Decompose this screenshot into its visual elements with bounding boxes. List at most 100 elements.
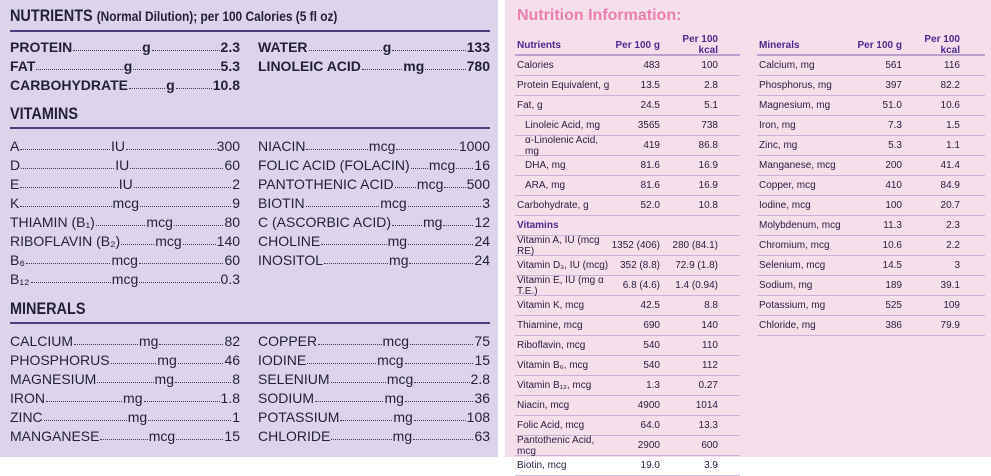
dot-leader [175, 382, 232, 383]
nutrient-name: FOLIC ACID (FOLACIN) [258, 157, 410, 173]
nutrient-name: IODINE [258, 352, 307, 368]
nutrient-unit: IU [111, 138, 125, 154]
nutrient-unit: mcg [155, 233, 182, 249]
nutrient-unit: mg [423, 214, 443, 230]
nutrient-value: 75 [474, 333, 490, 349]
per-100kcal-value: 1.5 [946, 120, 960, 131]
nutrient-unit: mg [139, 333, 159, 349]
row-label: Vitamin E, IU (mg α T.E.) [517, 274, 604, 297]
dot-leader [425, 69, 466, 70]
minerals-col1: CALCIUM mg 82 PHOSPHORUS mg 46 MAGNESIUM mg 8 IRO… [10, 330, 240, 444]
table-row: Vitamin B₁₂, mcg 1.3 0.27 [515, 376, 740, 396]
table-row: Fat, g 24.5 5.1 [515, 96, 740, 116]
nutrient-unit: mcg [368, 138, 396, 154]
table-row: Calcium, mg 561 116 [757, 56, 985, 76]
per-100kcal-value: 82.2 [940, 80, 960, 91]
table-row: Niacin, mcg 4900 1014 [515, 396, 740, 416]
nutrient-name: IRON [10, 390, 45, 406]
nutrient-unit: mcg [380, 195, 407, 211]
per-100g-value: 483 [643, 60, 660, 71]
nutrient-name: RIBOFLAVIN (B₂) [10, 233, 121, 249]
per-100kcal-value: 16.9 [698, 180, 718, 191]
dot-leader [133, 187, 232, 188]
nutrient-value: 8 [232, 371, 240, 387]
table-row: ARA, mg 81.6 16.9 [515, 176, 740, 196]
dot-leader [74, 344, 138, 345]
nutrient-name: CHLORIDE [258, 428, 331, 444]
nutrients-title: NUTRIENTS [10, 6, 93, 25]
per-100kcal-value: Per 100 kcal [924, 34, 960, 56]
nutrient-name: INOSITOL [258, 252, 324, 268]
row-label: Potassium, mg [759, 300, 826, 311]
nutrient-row: IODINE mcg 15 [258, 349, 490, 368]
nutrient-name: A [10, 138, 20, 154]
nutrient-name: CALCIUM [10, 333, 74, 349]
dot-leader [21, 168, 115, 169]
nutrient-row: B₆ mcg 60 [10, 249, 240, 268]
row-label: Manganese, mcg [759, 160, 836, 171]
nutrient-row: CHLORIDE mg 63 [258, 425, 490, 444]
nutrient-row: E IU 2 [10, 173, 240, 192]
nutrient-value: 0.3 [220, 271, 241, 287]
row-label: Thiamine, mcg [517, 320, 583, 331]
dot-leader [148, 420, 232, 421]
dot-leader [315, 401, 384, 402]
per-100kcal-value: 280 (84.1) [672, 240, 718, 251]
table-row: Vitamin E, IU (mg α T.E.) 6.8 (4.6) 1.4 (0… [515, 274, 740, 297]
per-100g-value: 14.5 [882, 260, 902, 271]
per-100kcal-value: 109 [943, 300, 960, 311]
per-100kcal-value: 100 [701, 60, 718, 71]
nutrient-row: INOSITOL mg 24 [258, 249, 490, 268]
per-100g-value: 10.6 [882, 240, 902, 251]
nutrient-unit: mg [393, 409, 413, 425]
dot-leader [321, 244, 387, 245]
dot-leader [392, 225, 422, 226]
table-row: Phosphorus, mg 397 82.2 [757, 76, 985, 96]
nutrient-value: 82 [224, 333, 241, 349]
nutrient-unit: mg [403, 58, 425, 74]
per-100g-value: 540 [643, 340, 660, 351]
nutrient-unit: mcg [416, 176, 444, 192]
nutrient-name: C (ASCORBIC ACID) [258, 214, 392, 230]
minerals-heading: MINERALS [10, 299, 86, 318]
nutrient-row: THIAMIN (B₁) mcg 80 [10, 211, 240, 230]
divider [10, 30, 490, 32]
table-row: Selenium, mcg 14.5 3 [757, 256, 985, 276]
nutrient-row: RIBOFLAVIN (B₂) mcg 140 [10, 230, 240, 249]
nutrient-value: 133 [466, 39, 490, 55]
per-100kcal-value: 1.1 [946, 140, 960, 151]
nutrients-vitamins-table: Nutrients Per 100 g Per 100 kcal Calories 48… [515, 34, 740, 476]
nutrition-info-title: Nutrition Information: [517, 7, 682, 24]
table-row: Sodium, mg 189 39.1 [757, 276, 985, 296]
nutrient-row: FOLIC ACID (FOLACIN) mcg 16 [258, 154, 490, 173]
nutrient-value: 15 [474, 352, 491, 368]
nutrient-name: POTASSIUM [258, 409, 340, 425]
dot-leader [306, 149, 368, 150]
row-label: Vitamin A, IU (mcg RE) [517, 234, 600, 257]
row-label: Fat, g [517, 100, 543, 111]
dot-leader [413, 420, 466, 421]
table-row: Vitamin K, mcg 42.5 8.8 [515, 296, 740, 316]
nutrient-unit: IU [118, 176, 133, 192]
vitamins-heading: VITAMINS [10, 104, 78, 123]
nutrient-name: B₆ [10, 252, 25, 268]
nutrient-name: E [10, 176, 20, 192]
infant-formula-label-panel: NUTRIENTS (Normal Dilution); per 100 Cal… [0, 0, 498, 457]
dot-leader [305, 206, 380, 207]
per-100g-value: 52.0 [640, 200, 660, 211]
nutrient-unit: mg [387, 233, 408, 249]
divider [10, 127, 490, 129]
nutrient-name: SODIUM [258, 390, 314, 406]
dot-leader [20, 149, 110, 150]
dot-leader [176, 439, 224, 440]
nutrient-unit: g [382, 39, 392, 55]
nutrients-heading: NUTRIENTS (Normal Dilution); per 100 Cal… [10, 6, 337, 26]
nutrient-name: MANGANESE [10, 428, 100, 444]
row-label: Biotin, mcg [517, 460, 567, 471]
dot-leader [43, 420, 127, 421]
vitamins-col2: NIACIN mcg 1000 FOLIC ACID (FOLACIN) mcg 16 PA… [258, 135, 490, 268]
per-100g-value: 1.3 [646, 380, 660, 391]
nutrient-value: 12 [474, 214, 491, 230]
per-100g-value: Per 100 g [857, 39, 902, 51]
